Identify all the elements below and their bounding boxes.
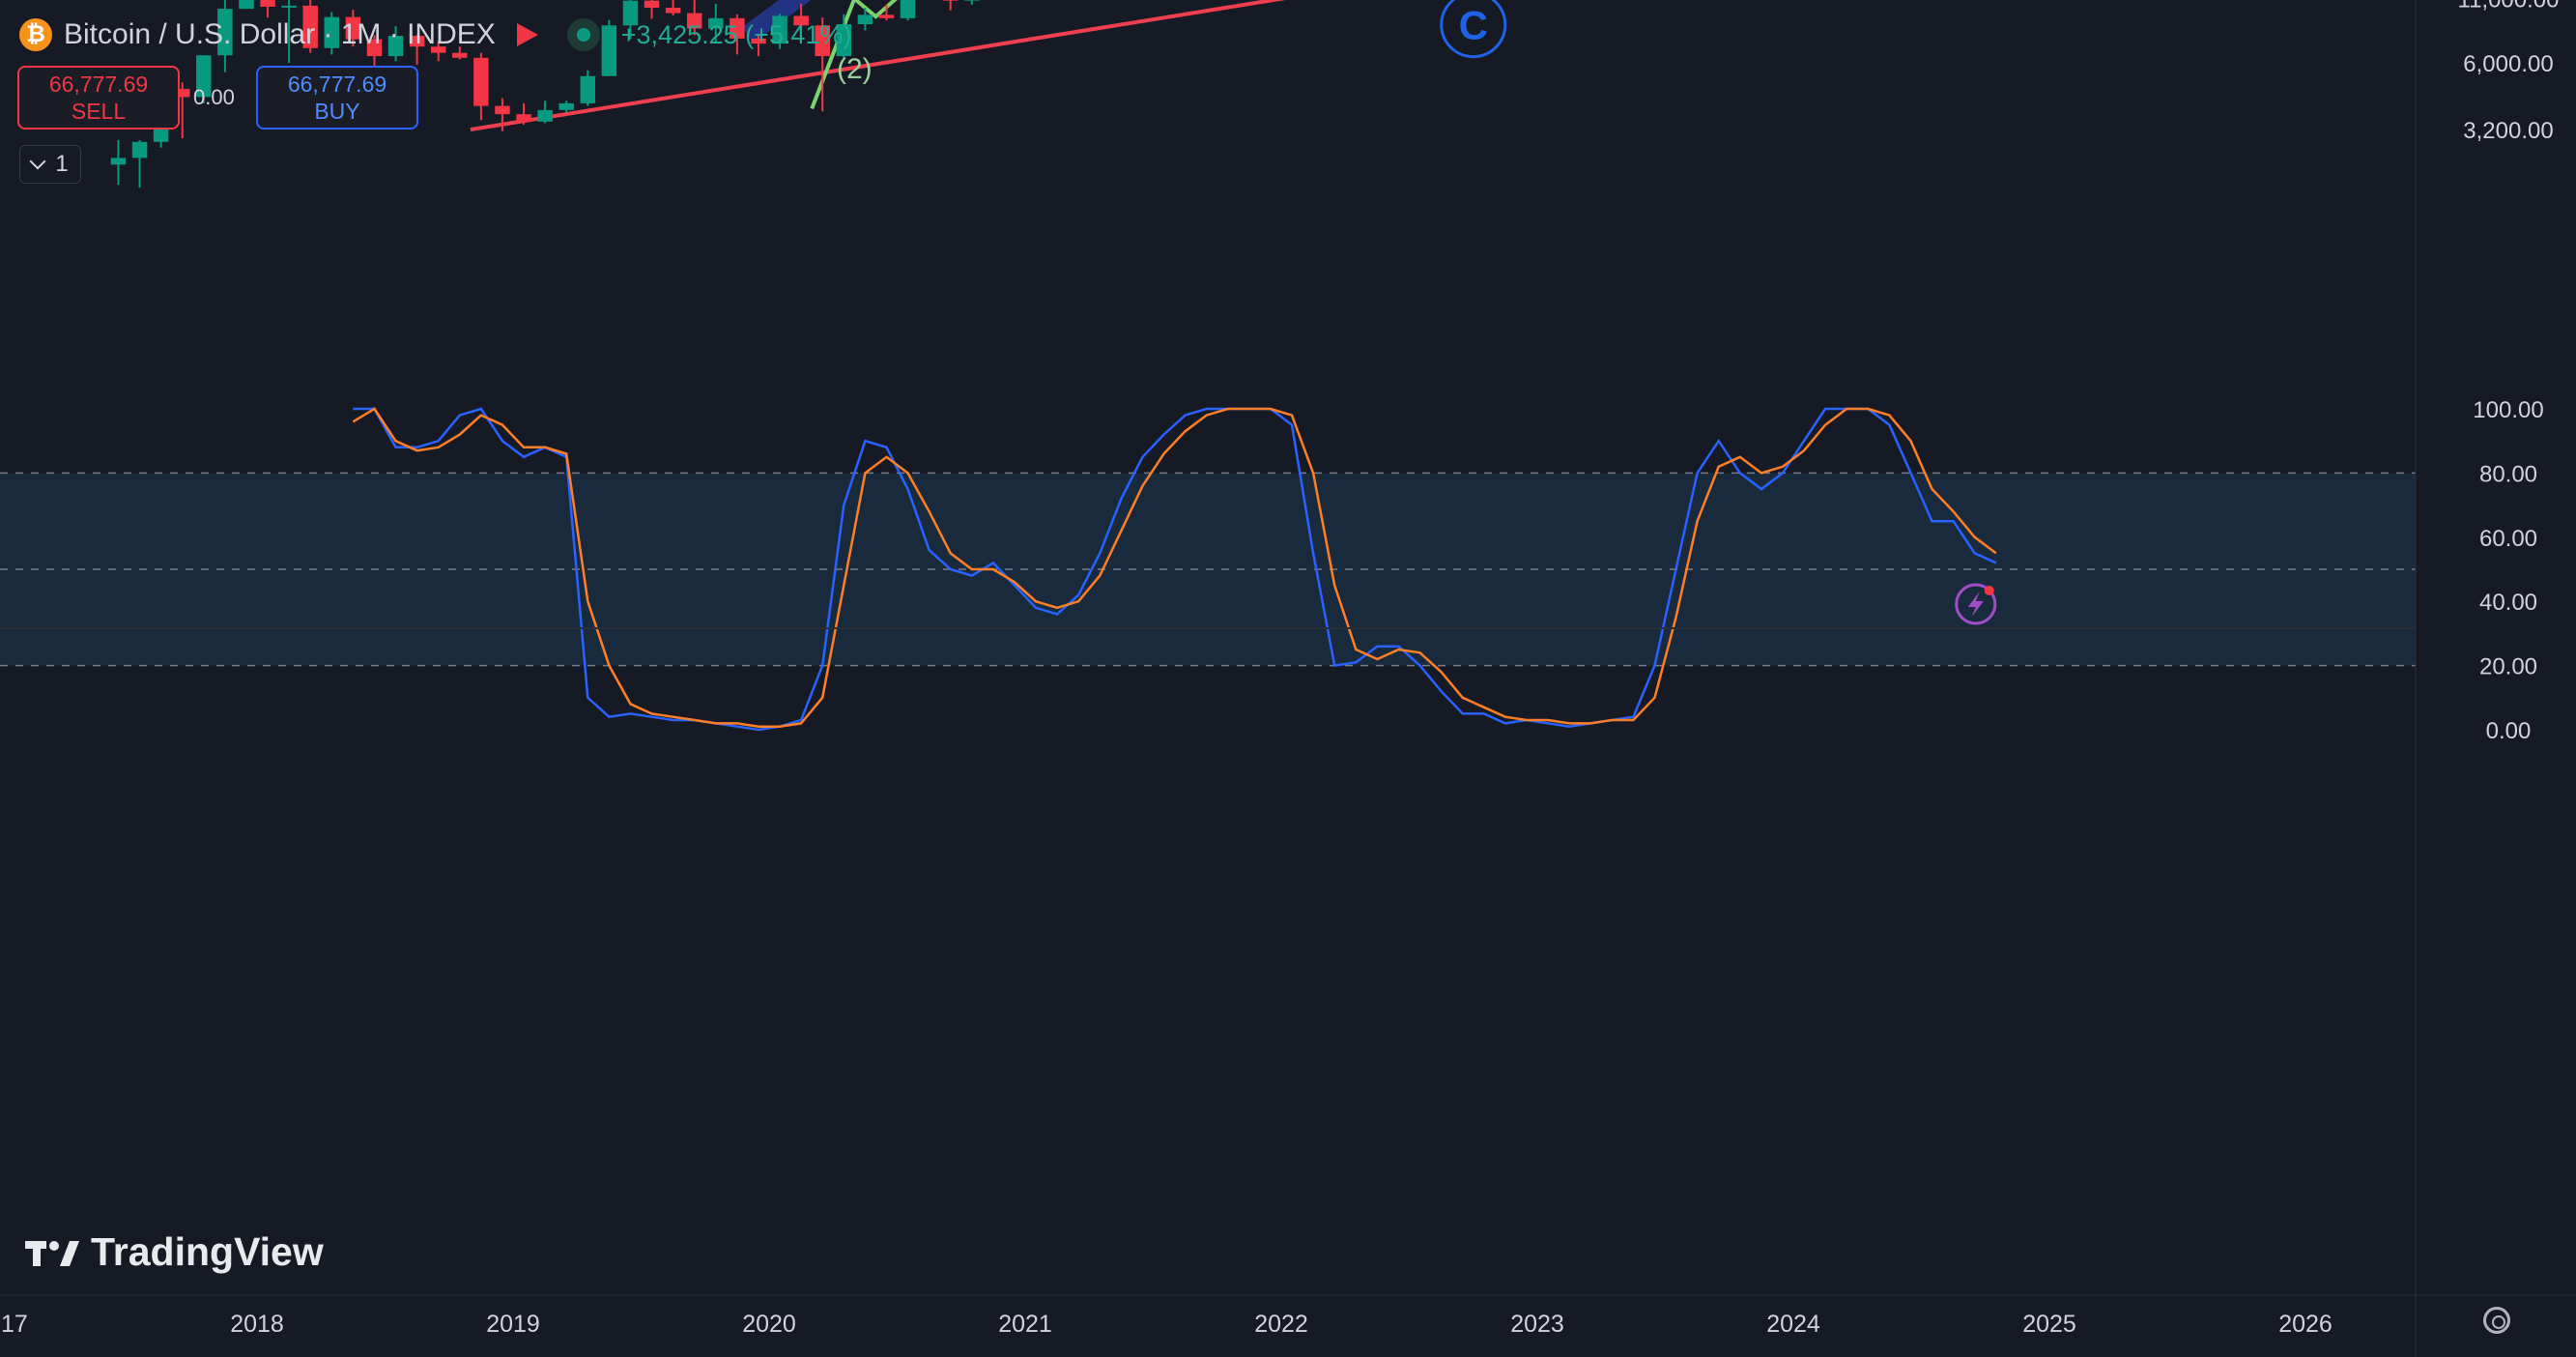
candle-body	[387, 36, 404, 57]
candle-body	[708, 17, 724, 29]
buy-label: BUY	[314, 99, 360, 124]
oscillator-tick-label: 0.00	[2486, 718, 2532, 744]
time-tick-label: 2018	[230, 1311, 284, 1338]
indicators-toggle[interactable]: 1	[19, 145, 81, 184]
candle-body	[302, 5, 318, 48]
candle-body	[601, 25, 617, 76]
time-tick-label: 2021	[998, 1311, 1052, 1338]
candle-body	[964, 0, 980, 1]
alert-bolt-icon-glyph	[1967, 592, 1984, 617]
time-tick-label: 2024	[1766, 1311, 1820, 1338]
symbol-title[interactable]: Bitcoin / U.S. Dollar · 1M · INDEX	[64, 18, 496, 50]
candle-body	[345, 16, 361, 40]
candle-body	[324, 16, 340, 48]
candle-body	[644, 0, 660, 9]
time-tick-label: 2019	[486, 1311, 540, 1338]
candle-body	[665, 8, 681, 14]
abc-label: C	[1459, 3, 1488, 48]
candle-body	[110, 158, 127, 165]
settings-gear-icon[interactable]	[2483, 1307, 2510, 1334]
time-tick-label: 2025	[2022, 1311, 2076, 1338]
time-tick-label: 2017	[0, 1311, 28, 1338]
stoch-d-line	[352, 407, 1997, 728]
price-tick-label: 3,200.00	[2463, 118, 2553, 144]
buy-button[interactable]: 66,777.69 BUY	[256, 66, 418, 130]
spread-value: 0.00	[193, 85, 235, 109]
candle-body	[131, 141, 148, 159]
symbol-header: ₿ Bitcoin / U.S. Dollar · 1M · INDEX +3,…	[19, 14, 851, 56]
candle-body	[751, 38, 766, 44]
oscillator-tick-label: 20.00	[2479, 654, 2537, 680]
candle-body	[942, 0, 959, 1]
stoch-k-line	[353, 407, 1997, 732]
candle-body	[772, 15, 787, 44]
candle-body	[217, 9, 233, 56]
sell-label: SELL	[71, 99, 127, 124]
candle-body	[878, 14, 895, 18]
flag-icon[interactable]	[516, 23, 538, 46]
alert-bolt-icon	[1955, 583, 1997, 625]
candle-body	[409, 36, 425, 47]
oscillator-tick-label: 60.00	[2479, 526, 2537, 552]
candle-body	[686, 13, 702, 29]
candle-body	[815, 25, 830, 57]
candle-body	[281, 5, 297, 8]
candle-body	[537, 109, 553, 122]
impulse-wave-path	[810, 0, 898, 110]
wave-label: (2)	[837, 53, 873, 85]
candle-body	[900, 0, 916, 18]
alert-dot	[1984, 586, 1994, 595]
sell-button[interactable]: 66,777.69 SELL	[17, 66, 180, 130]
candle-body	[239, 0, 254, 10]
candle-body	[793, 15, 809, 26]
candle-body	[516, 114, 531, 122]
sell-price: 66,777.69	[48, 72, 149, 97]
bitcoin-icon: ₿	[19, 18, 52, 51]
time-tick-label: 2020	[742, 1311, 796, 1338]
candle-body	[622, 0, 639, 26]
oscillator-pane	[0, 407, 2416, 732]
time-tick-label: 2023	[1510, 1311, 1564, 1338]
candle-body	[473, 57, 489, 106]
tradingview-logo-icon	[25, 1240, 79, 1266]
price-change: +3,425.25 (+5.41%)	[620, 19, 852, 49]
candle-body	[558, 102, 574, 110]
time-tick-label: 2026	[2278, 1311, 2333, 1338]
chevron-down-icon	[29, 153, 46, 170]
tradingview-logo: TradingView	[25, 1229, 324, 1275]
candle-body	[495, 105, 510, 115]
candle-body	[260, 0, 275, 7]
candle-body	[174, 88, 190, 98]
candle-body	[196, 55, 212, 98]
candle-body	[430, 46, 446, 53]
candle-body	[857, 14, 873, 25]
candle-body	[836, 24, 852, 57]
abc-circle	[1440, 0, 1507, 59]
price-pane: — 3.618 (72,357.85) —4.618 (96,829.17)3.…	[110, 0, 1997, 625]
time-tick-label: 2022	[1254, 1311, 1308, 1338]
oscillator-tick-label: 100.00	[2473, 397, 2543, 423]
candle-body	[452, 52, 468, 58]
buy-price: 66,777.69	[287, 72, 387, 97]
candle-body	[730, 17, 745, 39]
price-tick-label: 11,000.00	[2458, 0, 2560, 14]
oscillator-tick-label: 80.00	[2479, 461, 2537, 487]
oscillator-tick-label: 40.00	[2479, 590, 2537, 616]
price-tick-label: 6,000.00	[2463, 51, 2553, 77]
logo-text: TradingView	[91, 1229, 324, 1274]
indicator-count: 1	[55, 151, 69, 177]
support-trendline	[470, 0, 1286, 132]
market-status-icon[interactable]	[566, 18, 600, 51]
candle-body	[366, 39, 383, 57]
candle-body	[580, 75, 596, 103]
